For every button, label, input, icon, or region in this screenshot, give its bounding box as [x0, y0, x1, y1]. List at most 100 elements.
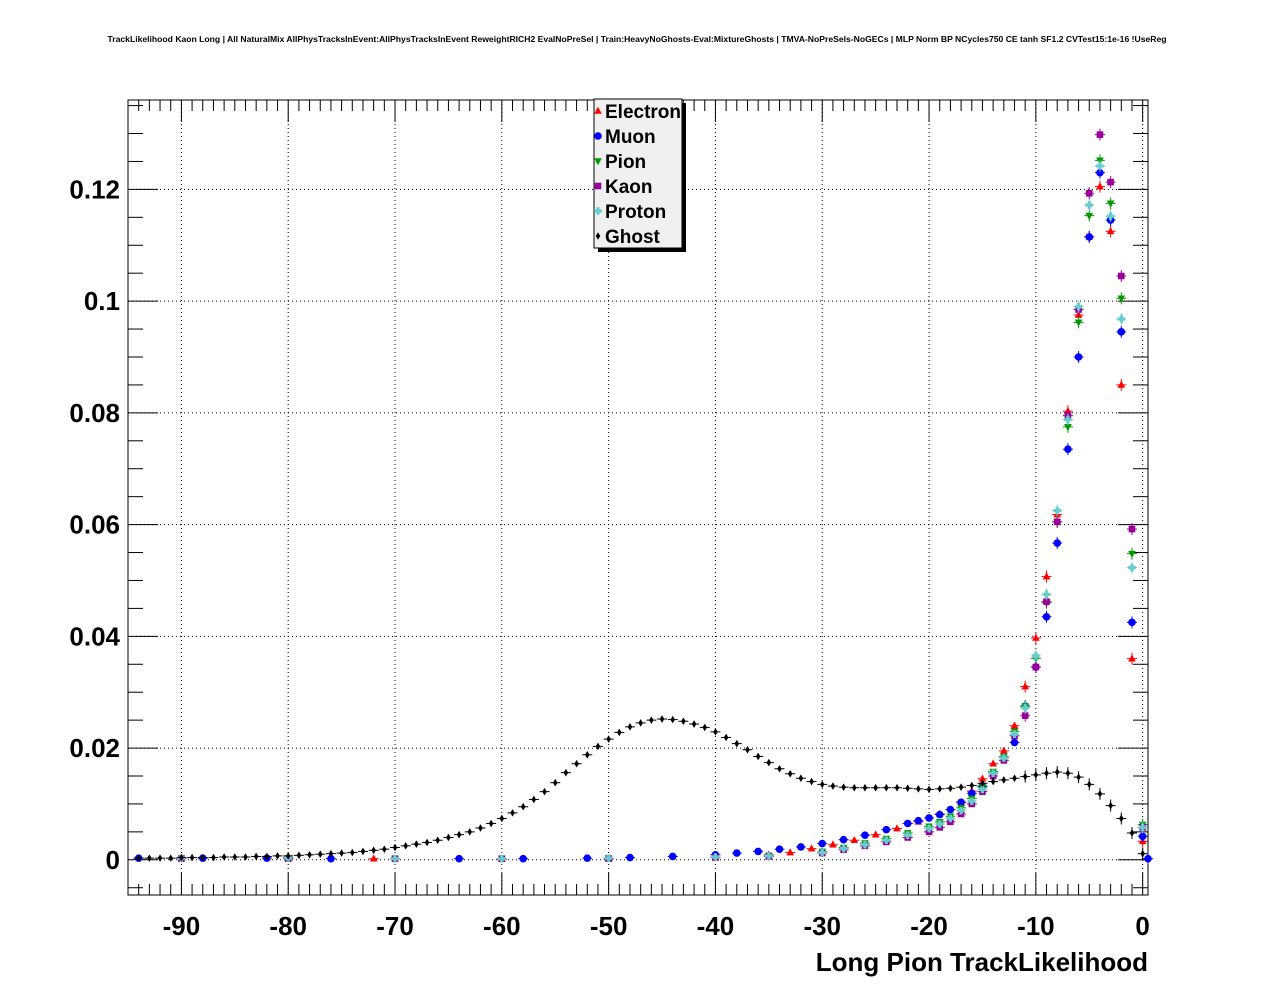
data-point-ghost	[884, 783, 889, 792]
data-point-ghost	[296, 851, 302, 860]
data-point-electron	[1010, 721, 1019, 729]
data-point-ghost	[905, 784, 910, 793]
data-point-muon	[1117, 328, 1126, 336]
data-point-electron	[1096, 182, 1104, 190]
data-point-proton	[1085, 201, 1094, 209]
legend-marker-proton	[594, 207, 602, 215]
legend-label-pion: Pion	[605, 152, 646, 173]
data-point-ghost	[168, 854, 174, 862]
x-tick-label: -40	[697, 911, 735, 941]
data-point-ghost	[916, 785, 921, 793]
data-point-muon	[1138, 832, 1147, 841]
data-point-ghost	[787, 769, 793, 778]
data-point-proton	[861, 840, 869, 849]
series-ghost	[133, 715, 1148, 862]
y-tick-label: 0	[106, 845, 120, 875]
data-point-proton	[604, 854, 613, 862]
data-point-ghost	[670, 715, 675, 724]
y-tick-label: 0.02	[69, 733, 120, 763]
data-point-electron	[871, 830, 880, 838]
data-point-ghost	[221, 853, 227, 861]
data-point-ghost	[617, 728, 622, 737]
data-point-proton	[978, 785, 987, 794]
data-point-ghost	[285, 852, 291, 860]
data-point-muon	[754, 847, 762, 856]
data-point-proton	[839, 844, 848, 853]
data-point-proton	[391, 854, 399, 863]
data-point-ghost	[1054, 768, 1060, 776]
data-point-ghost	[1012, 774, 1017, 783]
data-point-kaon	[1107, 178, 1114, 186]
data-point-kaon	[1053, 518, 1061, 526]
data-point-proton	[903, 831, 912, 840]
data-point-proton	[1064, 415, 1072, 424]
data-point-proton	[946, 814, 955, 823]
data-point-electron	[1128, 654, 1136, 662]
data-point-ghost	[360, 847, 366, 856]
x-tick-label: -60	[483, 911, 521, 941]
data-point-ghost	[157, 854, 163, 862]
legend-marker-ghost	[595, 232, 601, 240]
data-point-ghost	[841, 783, 846, 791]
data-point-ghost	[1076, 773, 1081, 781]
data-point-ghost	[606, 735, 611, 743]
data-point-ghost	[691, 720, 697, 728]
data-point-muon	[519, 854, 527, 863]
data-point-kaon	[1128, 525, 1136, 533]
data-point-kaon	[1043, 598, 1050, 605]
data-point-ghost	[1129, 829, 1135, 837]
data-point-ghost	[488, 819, 494, 828]
data-point-ghost	[382, 845, 387, 853]
data-point-muon	[1053, 539, 1062, 547]
data-point-muon	[455, 854, 463, 863]
legend-items: Electron Muon Pion Kaon Proton Ghost	[594, 102, 681, 248]
data-point-ghost	[243, 853, 248, 861]
y-tick-label: 0.06	[69, 510, 120, 540]
data-point-muon	[839, 835, 848, 844]
data-point-muon	[903, 819, 912, 828]
legend-marker-muon	[594, 132, 602, 140]
data-point-muon	[1128, 618, 1136, 627]
legend-label-kaon: Kaon	[605, 177, 653, 198]
x-tick-label: -50	[590, 911, 628, 941]
legend-box	[593, 98, 683, 249]
data-point-ghost	[414, 840, 419, 848]
data-point-ghost	[873, 783, 878, 792]
x-tick-label: 0	[1135, 911, 1149, 941]
data-point-ghost	[809, 777, 814, 786]
data-point-ghost	[958, 783, 964, 791]
data-point-ghost	[520, 802, 526, 811]
data-point-proton	[1074, 302, 1083, 311]
data-point-electron	[989, 759, 997, 767]
data-point-ghost	[542, 787, 547, 796]
data-point-electron	[978, 774, 987, 782]
data-point-ghost	[723, 733, 729, 742]
data-point-ghost	[745, 745, 750, 754]
data-point-muon	[818, 839, 827, 848]
legend-marker-pion	[594, 158, 602, 166]
data-point-ghost	[702, 723, 708, 732]
data-point-ghost	[1044, 769, 1049, 778]
data-point-electron	[807, 844, 816, 852]
data-point-ghost	[584, 750, 590, 759]
data-point-pion	[1064, 424, 1072, 432]
data-point-ghost	[232, 853, 238, 861]
data-point-ghost	[264, 852, 270, 861]
data-point-ghost	[734, 739, 740, 748]
data-point-ghost	[317, 850, 323, 859]
legend-label-ghost: Ghost	[605, 227, 661, 248]
data-point-electron	[1021, 682, 1029, 690]
data-point-ghost	[328, 849, 334, 858]
data-point-proton	[1032, 652, 1040, 660]
data-point-muon	[935, 810, 944, 819]
data-point-electron	[1000, 746, 1008, 754]
data-point-ghost	[510, 809, 515, 817]
y-tick-label: 0.1	[84, 286, 120, 316]
data-point-muon	[1042, 612, 1051, 621]
data-point-muon	[1096, 168, 1104, 177]
data-point-ghost	[531, 795, 537, 804]
data-point-proton	[1117, 315, 1126, 323]
data-point-muon	[797, 843, 805, 851]
data-point-kaon	[1096, 131, 1104, 138]
